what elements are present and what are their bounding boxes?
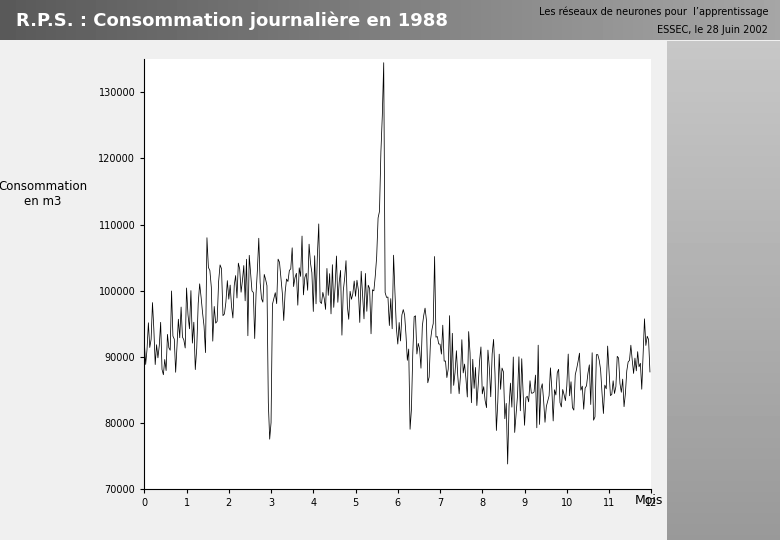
Text: Consommation
en m3: Consommation en m3: [0, 180, 87, 207]
Text: R.P.S. : Consommation journalière en 1988: R.P.S. : Consommation journalière en 198…: [16, 11, 448, 30]
Text: Les réseaux de neurones pour  l’apprentissage: Les réseaux de neurones pour l’apprentis…: [539, 7, 768, 17]
Text: ESSEC, le 28 Juin 2002: ESSEC, le 28 Juin 2002: [658, 25, 768, 36]
Text: Mois: Mois: [635, 494, 663, 507]
